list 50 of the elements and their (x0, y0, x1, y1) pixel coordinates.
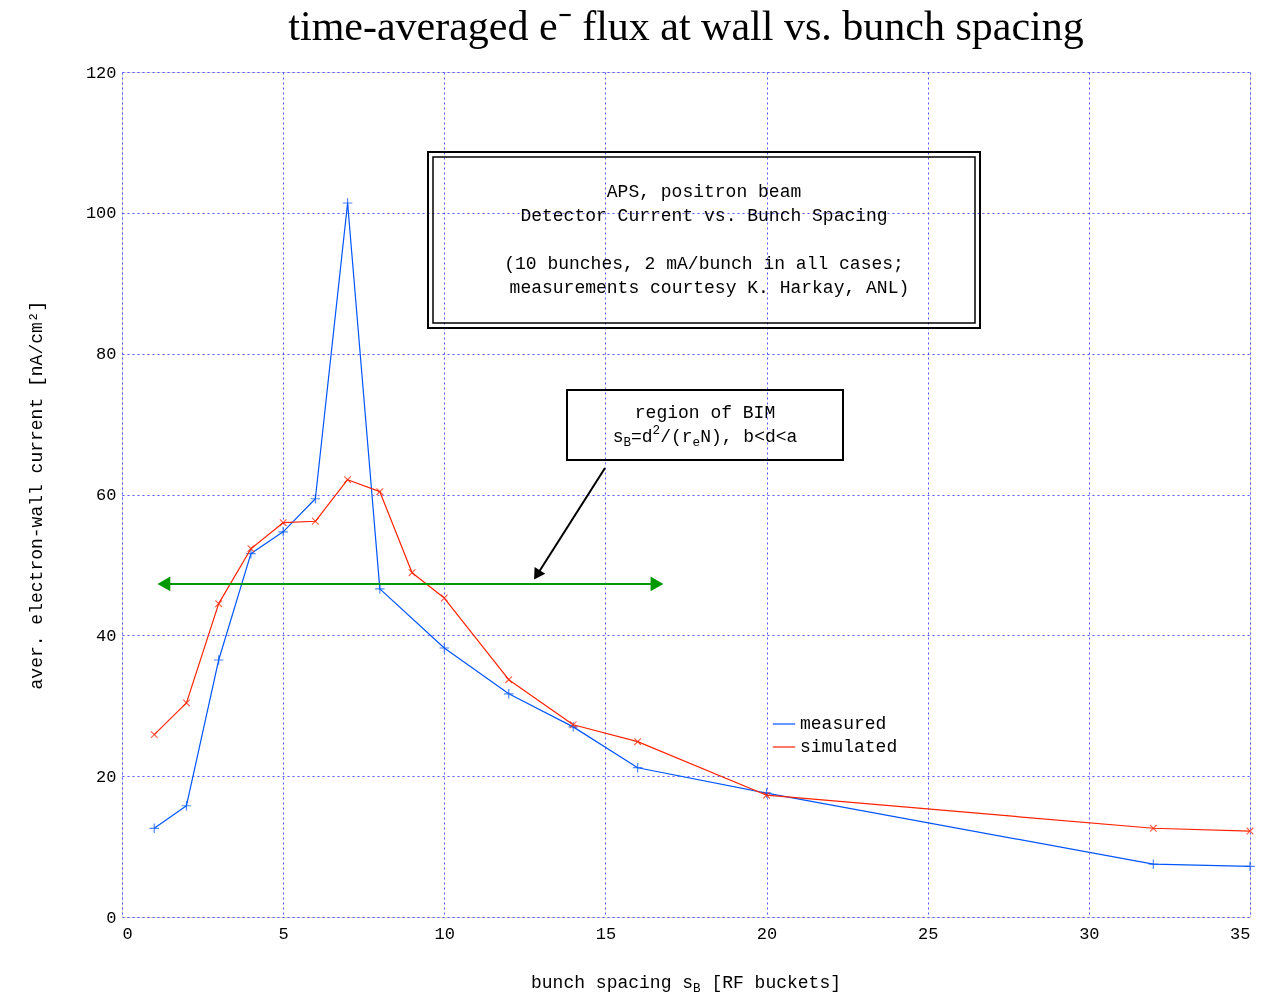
point (246, 544, 255, 553)
y-tick-label: 80 (96, 345, 117, 365)
point (277, 526, 289, 538)
point (632, 762, 643, 774)
point (762, 791, 771, 800)
point (150, 730, 159, 739)
x-tick-label: 20 (756, 924, 778, 944)
point (569, 720, 578, 729)
point (310, 493, 321, 505)
y-tick-label: 0 (106, 908, 117, 928)
point (279, 518, 288, 527)
point (342, 197, 353, 209)
point (148, 822, 160, 834)
point (440, 594, 449, 602)
point (438, 642, 450, 654)
point (214, 599, 223, 608)
y-tick-label: 120 (85, 63, 117, 83)
chart-title: time-averaged e⁻ flux at wall vs. bunch spacing (288, 3, 1084, 49)
point (503, 688, 515, 700)
point (408, 568, 416, 577)
y-axis-title: aver. electron-wall current [nA/cm²] (26, 300, 47, 690)
y-tick-label: 20 (96, 767, 117, 787)
point (567, 721, 579, 733)
y-tick-label: 100 (85, 204, 117, 224)
y-tick-label: 40 (96, 626, 117, 646)
point (1147, 858, 1159, 870)
x-tick-label: 15 (595, 924, 617, 944)
legend-label: simulated (800, 737, 898, 757)
x-tick-label: 5 (278, 924, 289, 944)
point (245, 548, 257, 559)
y-tick-label: 60 (96, 486, 117, 505)
point (343, 475, 352, 484)
point (1246, 827, 1254, 836)
x-tick-label: 0 (122, 924, 133, 944)
point (1149, 824, 1158, 833)
point (504, 675, 513, 684)
x-tick-label: 25 (918, 924, 939, 944)
point (182, 699, 191, 707)
point (213, 654, 225, 666)
point (633, 737, 642, 746)
text: APS, positron beam Detector Current vs. Bunch Spacing (10 bunches, 2 mA/bunch in all cases; measurements courtesy K. Harkay, ANL) (504, 182, 910, 298)
point (181, 800, 192, 812)
x-tick-label: 30 (1079, 924, 1100, 944)
x-tick-label: 35 (1230, 924, 1251, 944)
point (311, 517, 320, 526)
x-tick-label: 10 (434, 924, 455, 944)
point (761, 787, 772, 799)
point (1244, 860, 1256, 872)
point (375, 487, 384, 496)
legend-label: measured (800, 714, 887, 734)
